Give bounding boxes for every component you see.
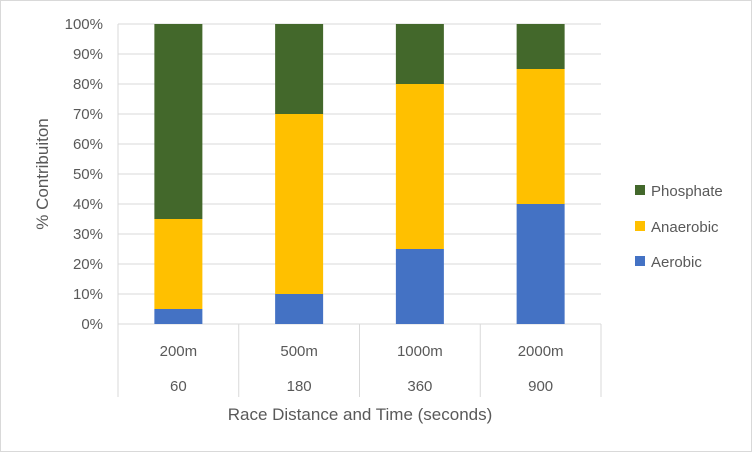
y-tick-label: 20% (73, 256, 103, 273)
y-tick-label: 0% (81, 316, 103, 333)
x-time-label: 60 (170, 378, 187, 395)
x-time-label: 360 (407, 378, 432, 395)
bar-anaerobic-2000m (516, 69, 565, 204)
bar-anaerobic-1000m (395, 84, 444, 249)
bar-anaerobic-200m (154, 219, 203, 309)
y-tick-label: 100% (65, 16, 103, 33)
bar-phosphate-2000m (516, 24, 565, 69)
bar-phosphate-1000m (395, 24, 444, 84)
y-tick-label: 80% (73, 76, 103, 93)
x-time-label: 900 (528, 378, 553, 395)
x-time-label: 180 (287, 378, 312, 395)
x-category-label: 500m (280, 343, 318, 360)
y-tick-label: 10% (73, 286, 103, 303)
legend-label-anaerobic: Anaerobic (651, 219, 719, 236)
y-tick-label: 40% (73, 196, 103, 213)
bar-phosphate-200m (154, 24, 203, 219)
legend-swatch-anaerobic (635, 221, 645, 231)
x-category-label: 1000m (397, 343, 443, 360)
x-axis-title: Race Distance and Time (seconds) (228, 405, 493, 424)
legend-label-phosphate: Phosphate (651, 183, 723, 200)
bar-aerobic-1000m (395, 249, 444, 324)
y-axis-title: % Contribuiton (33, 118, 52, 230)
x-category-label: 2000m (518, 343, 564, 360)
legend-label-aerobic: Aerobic (651, 254, 702, 271)
y-tick-label: 30% (73, 226, 103, 243)
y-tick-label: 90% (73, 46, 103, 63)
bar-aerobic-500m (275, 294, 324, 324)
bar-aerobic-200m (154, 309, 203, 324)
y-tick-label: 60% (73, 136, 103, 153)
bar-phosphate-500m (275, 24, 324, 114)
y-tick-label: 50% (73, 166, 103, 183)
y-tick-label: 70% (73, 106, 103, 123)
bar-anaerobic-500m (275, 114, 324, 294)
x-category-label: 200m (160, 343, 198, 360)
legend-swatch-aerobic (635, 256, 645, 266)
legend-swatch-phosphate (635, 185, 645, 195)
bar-aerobic-2000m (516, 204, 565, 324)
